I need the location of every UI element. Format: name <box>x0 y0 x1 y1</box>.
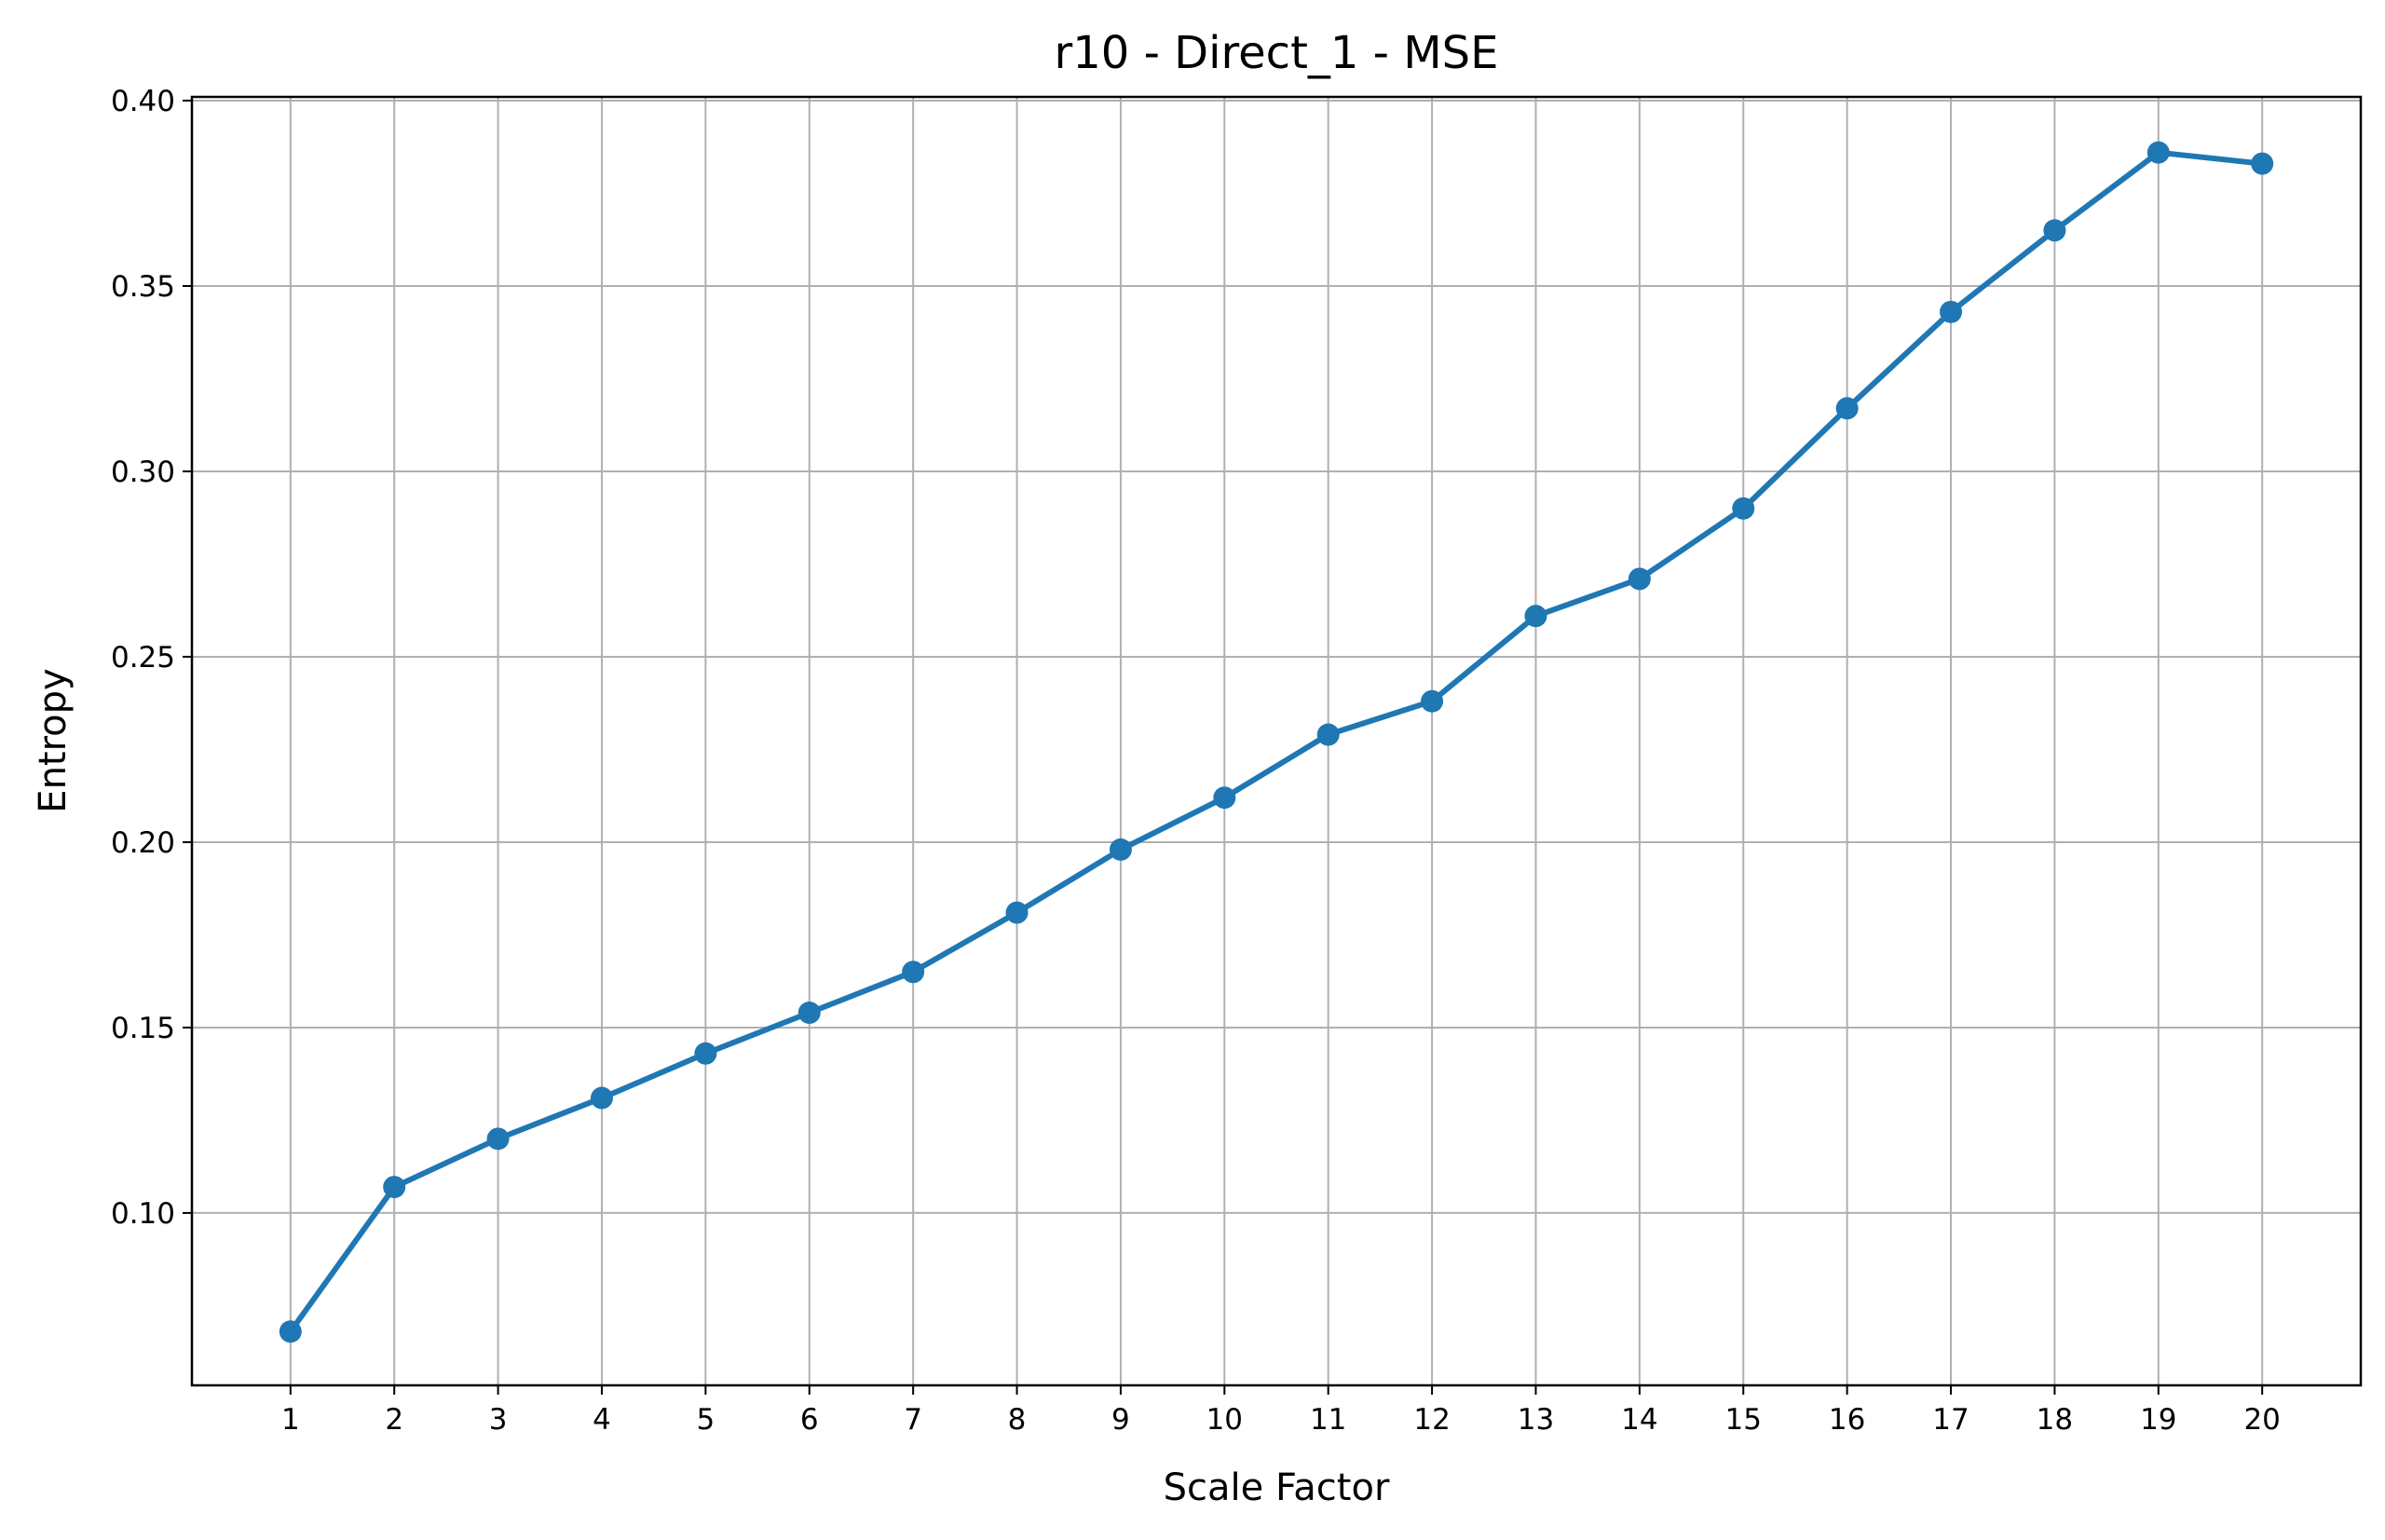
x-tick-label: 2 <box>385 1403 403 1437</box>
data-point <box>1628 567 1651 591</box>
x-tick-label: 20 <box>2243 1403 2280 1437</box>
x-tick-label: 9 <box>1111 1403 1130 1437</box>
data-point <box>1524 605 1547 628</box>
y-tick-label: 0.15 <box>111 1012 175 1045</box>
data-point <box>2146 141 2170 164</box>
x-tick-label: 19 <box>2140 1403 2176 1437</box>
data-point <box>694 1042 717 1065</box>
data-point <box>1421 689 1444 713</box>
y-axis-title: Entropy <box>32 668 75 812</box>
data-point <box>279 1320 302 1343</box>
series-line <box>287 149 2266 1335</box>
data-point <box>1109 838 1132 861</box>
data-point <box>2043 219 2066 242</box>
x-tick-label: 10 <box>1206 1403 1243 1437</box>
data-point <box>1835 397 1859 420</box>
data-point <box>1316 723 1340 746</box>
y-tick-label: 0.25 <box>111 641 175 675</box>
y-tick-label: 0.40 <box>111 85 175 118</box>
x-axis-title: Scale Factor <box>1164 1466 1390 1509</box>
grid-lines <box>192 97 2361 1385</box>
y-tick-label: 0.20 <box>111 826 175 860</box>
x-tick-label: 16 <box>1829 1403 1865 1437</box>
x-tick-label: 12 <box>1413 1403 1450 1437</box>
data-point <box>902 961 925 984</box>
x-tick-label: 4 <box>593 1403 611 1437</box>
x-tick-label: 18 <box>2037 1403 2073 1437</box>
y-tick-label: 0.35 <box>111 270 175 304</box>
y-tick-label: 0.30 <box>111 456 175 489</box>
x-tick-label: 13 <box>1518 1403 1554 1437</box>
x-tick-label: 11 <box>1310 1403 1346 1437</box>
data-point <box>383 1176 406 1199</box>
x-tick-label: 6 <box>800 1403 819 1437</box>
data-point <box>2251 152 2274 175</box>
x-tick-label: 3 <box>489 1403 508 1437</box>
x-tick-label: 14 <box>1621 1403 1657 1437</box>
data-point <box>797 1002 821 1025</box>
x-tick-label: 8 <box>1008 1403 1027 1437</box>
data-point <box>486 1127 510 1151</box>
data-point <box>1940 300 1963 323</box>
x-tick-label: 17 <box>1932 1403 1969 1437</box>
x-tick-label: 15 <box>1725 1403 1762 1437</box>
data-point <box>1213 786 1236 810</box>
y-tick-label: 0.10 <box>111 1197 175 1231</box>
x-tick-label: 5 <box>697 1403 716 1437</box>
series-layer <box>279 141 2274 1343</box>
x-tick-label: 7 <box>904 1403 922 1437</box>
data-point <box>1005 901 1029 924</box>
data-point <box>590 1086 613 1110</box>
data-point <box>1732 497 1755 520</box>
plot-frame <box>190 95 2363 1387</box>
x-tick-label: 1 <box>281 1403 300 1437</box>
axis-ticks: 1 2 3 4 5 6 7 8 9 10 11 12 13 14 15 16 17 18 19 200.100.150… <box>111 85 2281 1437</box>
chart-title: r10 - Direct_1 - MSE <box>1055 27 1499 79</box>
